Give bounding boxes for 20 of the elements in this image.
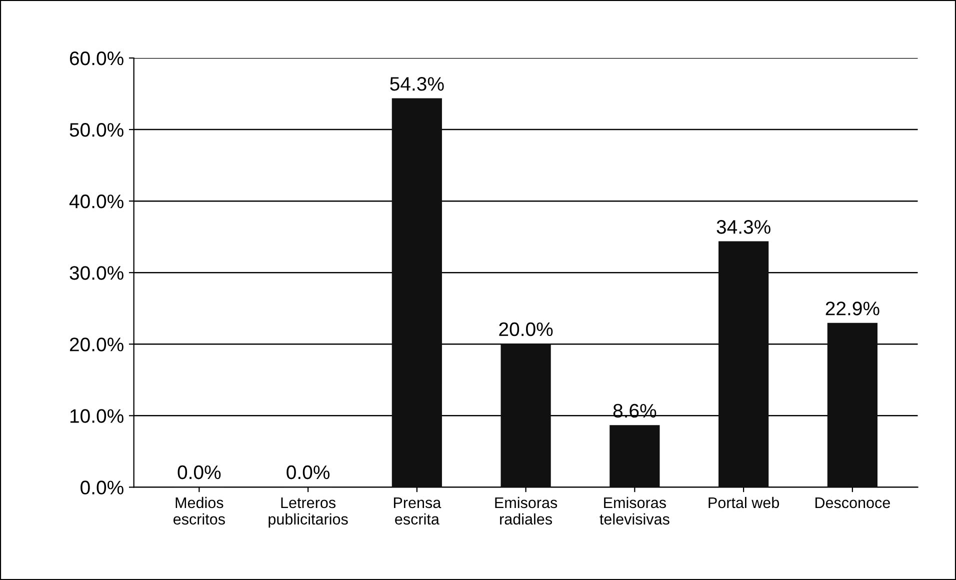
x-tick-label: Desconoce: [815, 497, 890, 508]
data-label: 22.9%: [826, 302, 880, 316]
data-label: 0.0%: [178, 465, 221, 480]
y-tick-label: 40.0%: [69, 194, 124, 208]
x-tick-label: Emisoras radiales: [495, 496, 558, 525]
x-tick-label: Letreros publicitarios: [268, 497, 348, 528]
y-tick-label: 20.0%: [70, 338, 124, 352]
x-tick-label: Portal web: [708, 496, 780, 508]
y-tick-label: 50.0%: [70, 123, 124, 137]
y-tick-label: 0.0%: [80, 480, 124, 494]
data-label: 20.0%: [499, 322, 553, 336]
x-tick-label: Emisoras televisivas: [600, 496, 670, 525]
data-label: 0.0%: [286, 465, 330, 480]
data-label: 34.3%: [716, 220, 770, 234]
y-tick-label: 10.0%: [70, 409, 124, 423]
y-tick-label: 60.0%: [70, 51, 124, 66]
x-tick-label: Prensa escrita: [394, 497, 442, 525]
data-label: 54.3%: [390, 76, 444, 91]
x-tick-label: Medios escritos: [174, 496, 225, 525]
y-tick-label: 30.0%: [70, 266, 124, 280]
